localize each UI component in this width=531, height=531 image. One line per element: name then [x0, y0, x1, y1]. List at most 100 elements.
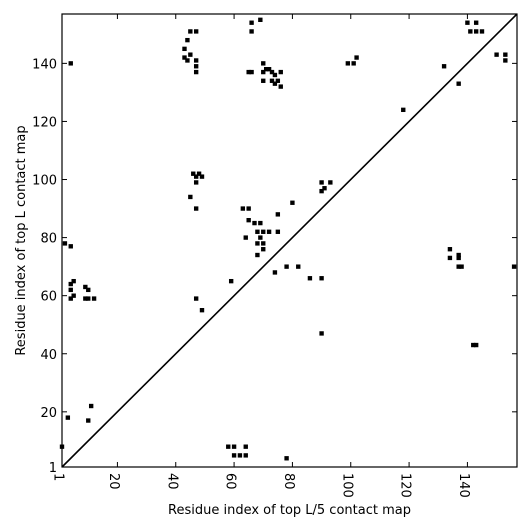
- contact-point: [243, 444, 248, 449]
- y-tick-label: 80: [40, 232, 57, 247]
- contact-point: [494, 52, 499, 57]
- y-tick-label: 20: [40, 406, 57, 421]
- contact-point: [258, 17, 263, 22]
- contact-point: [319, 331, 324, 336]
- contact-point: [196, 171, 202, 176]
- contact-point: [479, 29, 485, 34]
- contact-point: [243, 235, 248, 240]
- contact-point: [456, 81, 461, 86]
- contact-point: [447, 247, 453, 252]
- contact-point: [246, 206, 251, 211]
- contact-point: [71, 278, 76, 284]
- contact-point: [231, 444, 237, 449]
- contact-point: [263, 67, 269, 72]
- contact-point: [284, 456, 289, 461]
- contact-point: [249, 69, 254, 75]
- contact-point: [261, 69, 266, 75]
- contact-point: [473, 342, 479, 348]
- contact-point: [456, 252, 461, 258]
- contact-point: [88, 403, 94, 409]
- contact-point: [503, 52, 508, 57]
- contact-point: [275, 212, 281, 217]
- y-tick-label: 1: [49, 461, 57, 476]
- y-tick-label: 120: [32, 115, 57, 130]
- contact-point: [193, 69, 199, 75]
- y-tick-label: 140: [32, 57, 57, 72]
- contact-point: [228, 278, 234, 284]
- contact-point: [258, 220, 263, 226]
- contact-point: [68, 296, 73, 301]
- x-tick-label: 120: [398, 473, 413, 498]
- contact-point: [345, 61, 351, 66]
- contact-point: [351, 61, 356, 66]
- contact-point: [188, 194, 193, 200]
- contact-point: [261, 61, 266, 66]
- x-tick-label: 20: [106, 473, 121, 490]
- contact-point: [71, 293, 76, 298]
- contact-point: [185, 58, 190, 63]
- x-tick-label: 100: [339, 473, 354, 498]
- contact-point: [185, 37, 190, 43]
- contact-point: [456, 264, 461, 269]
- contact-point: [459, 264, 464, 269]
- contact-points: [59, 17, 517, 461]
- contact-point: [319, 276, 324, 281]
- x-axis-ticks: 1 20 40 60 80 100 120 140: [51, 14, 471, 498]
- contact-point: [249, 29, 254, 34]
- contact-point: [246, 218, 251, 223]
- contact-point: [319, 180, 324, 185]
- contact-point: [328, 180, 333, 185]
- contact-point: [83, 284, 88, 290]
- contact-point: [269, 78, 275, 83]
- contact-point: [252, 220, 257, 226]
- contact-point: [447, 255, 453, 261]
- contact-point: [199, 308, 205, 313]
- contact-point: [354, 55, 359, 60]
- contact-point: [226, 444, 231, 449]
- contact-point: [86, 287, 91, 293]
- contact-point: [261, 241, 266, 246]
- contact-point: [473, 29, 479, 34]
- contact-point: [246, 69, 251, 75]
- contact-point: [193, 206, 199, 211]
- contact-point: [68, 244, 73, 249]
- contact-point: [86, 418, 91, 423]
- contact-point: [456, 255, 461, 261]
- contact-point: [193, 296, 199, 301]
- contact-point: [261, 247, 266, 252]
- contact-point: [237, 453, 243, 458]
- x-tick-label: 80: [281, 473, 296, 490]
- contact-point: [261, 229, 266, 234]
- contact-point: [272, 270, 278, 275]
- contact-point: [182, 46, 187, 52]
- contact-point: [193, 29, 199, 34]
- contact-point: [91, 296, 97, 301]
- contact-point: [193, 174, 199, 179]
- contact-point: [193, 64, 199, 69]
- contact-point: [266, 229, 272, 234]
- contact-point: [199, 174, 205, 179]
- contact-point: [255, 252, 260, 258]
- contact-point: [255, 229, 260, 234]
- contact-point: [322, 186, 327, 191]
- contact-point: [278, 69, 283, 75]
- contact-point: [261, 78, 266, 83]
- contact-point: [249, 20, 254, 25]
- contact-point: [68, 287, 73, 293]
- contact-point: [278, 84, 283, 89]
- contact-point: [272, 72, 278, 78]
- contact-point: [503, 58, 508, 63]
- contact-point: [193, 58, 199, 63]
- contact-point: [243, 453, 248, 458]
- contact-point: [269, 69, 275, 75]
- contact-point: [68, 61, 73, 66]
- contact-point: [275, 78, 281, 83]
- contact-point: [188, 52, 193, 57]
- contact-point: [266, 67, 272, 72]
- contact-point: [86, 296, 91, 301]
- x-axis-label: Residue index of top L/5 contact map: [168, 503, 411, 518]
- x-tick-label: 60: [223, 473, 238, 490]
- contact-point: [468, 29, 473, 34]
- contact-point: [511, 264, 517, 269]
